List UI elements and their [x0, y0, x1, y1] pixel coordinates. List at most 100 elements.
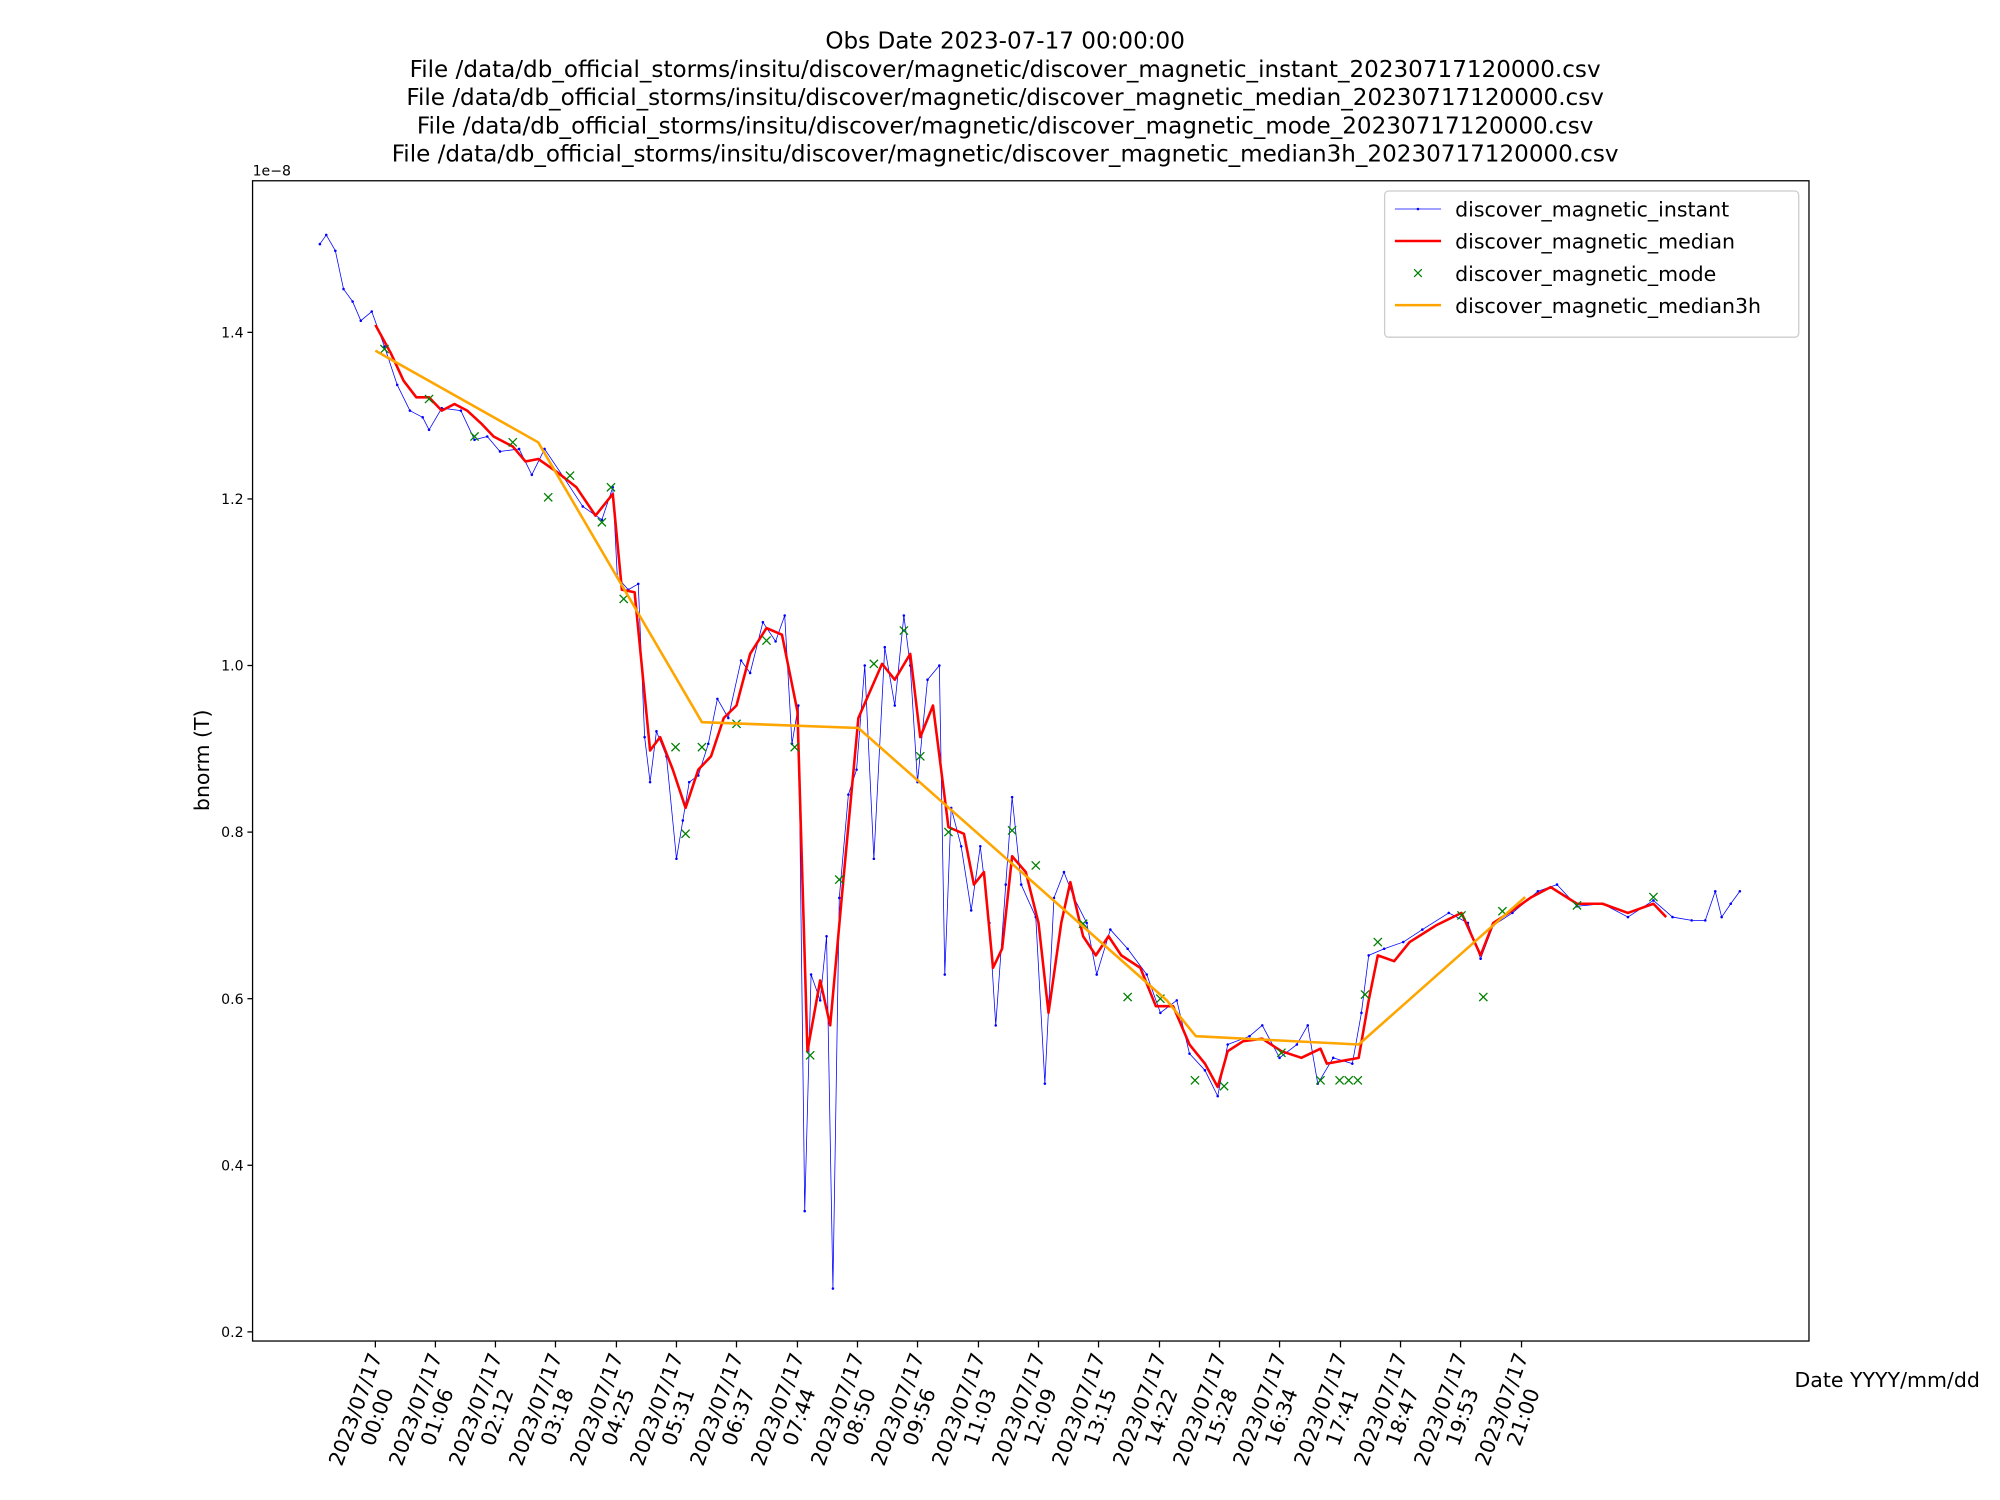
data-point	[379, 344, 390, 354]
data-point	[1536, 889, 1540, 893]
data-point	[959, 844, 963, 848]
data-point	[818, 999, 822, 1002]
data-point	[1360, 1011, 1363, 1015]
data-point	[1306, 1024, 1310, 1027]
data-point	[498, 450, 502, 453]
data-point	[831, 1287, 835, 1290]
y-tick-label: 0.2	[221, 1325, 243, 1341]
data-point	[655, 730, 658, 733]
data-point	[915, 751, 925, 761]
data-point	[1360, 989, 1370, 1000]
legend-label: discover_magnetic_median3h	[1455, 294, 1761, 319]
data-point	[1010, 795, 1014, 799]
data-point	[395, 383, 399, 387]
data-point	[1421, 928, 1424, 931]
data-point	[761, 620, 765, 624]
data-point	[1203, 1069, 1207, 1072]
data-point	[681, 819, 685, 822]
data-point	[994, 1024, 998, 1027]
data-point	[370, 310, 374, 313]
data-point	[1295, 1043, 1299, 1046]
data-point	[872, 857, 876, 861]
data-point	[342, 287, 345, 291]
series-line	[374, 324, 1668, 1089]
chart-title: File /data/db_official_storms/insitu/dis…	[410, 57, 1601, 83]
data-point	[825, 934, 828, 938]
legend-label: discover_magnetic_median	[1455, 230, 1735, 255]
data-point	[1007, 825, 1017, 836]
data-point	[597, 517, 607, 527]
legend: discover_magnetic_instant discover_magnet…	[1383, 190, 1800, 338]
data-point	[485, 435, 489, 438]
data-point	[508, 437, 518, 447]
data-point	[1331, 1056, 1335, 1060]
legend-label: discover_magnetic_instant	[1455, 198, 1729, 223]
data-point	[697, 742, 707, 752]
data-point	[619, 594, 629, 604]
data-point	[1159, 1011, 1162, 1015]
plot-area	[318, 233, 1742, 1290]
data-point	[1478, 992, 1488, 1002]
data-point	[1260, 1024, 1264, 1027]
data-point	[1276, 1048, 1286, 1058]
y-tick-label: 1.2	[221, 492, 243, 508]
data-point	[716, 697, 719, 701]
data-point	[1344, 1075, 1354, 1085]
data-point	[1190, 1075, 1200, 1085]
data-point	[761, 635, 772, 646]
data-point	[774, 640, 777, 643]
data-point	[1043, 1082, 1047, 1085]
legend-swatch	[1416, 207, 1420, 211]
legend-label: discover_magnetic_mode	[1455, 262, 1716, 287]
data-point	[783, 614, 786, 617]
data-point	[926, 678, 929, 681]
data-point	[459, 409, 463, 412]
legend-swatch	[1413, 268, 1423, 278]
data-point	[1248, 1034, 1251, 1038]
data-point	[1109, 928, 1112, 931]
data-point	[869, 659, 879, 669]
data-point	[1401, 940, 1405, 944]
data-point	[902, 614, 906, 617]
data-point	[1216, 1094, 1219, 1098]
data-point	[727, 716, 730, 720]
data-point	[855, 768, 858, 771]
chart-title: File /data/db_official_storms/insitu/dis…	[417, 113, 1593, 139]
legend-frame	[1383, 190, 1800, 338]
data-point	[1145, 973, 1149, 976]
data-point	[351, 300, 354, 303]
data-point	[979, 844, 982, 848]
y-tick-label: 1.0	[221, 659, 243, 675]
data-point	[847, 793, 850, 796]
chart-title: File /data/db_official_storms/insitu/dis…	[392, 142, 1619, 168]
data-point	[1004, 883, 1008, 886]
data-point	[1713, 889, 1717, 893]
data-point	[473, 438, 476, 442]
data-point	[1126, 947, 1129, 951]
data-point	[899, 625, 909, 636]
data-point	[1078, 919, 1088, 929]
data-point	[805, 1050, 815, 1060]
data-point	[643, 735, 646, 739]
data-point	[427, 428, 431, 432]
chart-title: Obs Date 2023-07-17 00:00:00	[825, 29, 1185, 55]
data-point	[790, 742, 800, 752]
data-point	[530, 473, 534, 477]
data-point	[938, 664, 941, 667]
data-point	[469, 431, 480, 442]
data-point	[1219, 1081, 1229, 1091]
data-point	[748, 671, 752, 675]
data-point	[1367, 954, 1370, 957]
y-tick-label: 1.4	[221, 325, 243, 341]
data-point	[1031, 860, 1041, 870]
data-point	[1690, 919, 1693, 922]
data-point	[681, 829, 691, 839]
data-point	[318, 242, 322, 246]
data-point	[687, 780, 691, 784]
data-point	[834, 875, 844, 885]
data-point	[1188, 1052, 1191, 1055]
data-point	[1353, 1075, 1363, 1085]
data-point	[1703, 919, 1707, 922]
